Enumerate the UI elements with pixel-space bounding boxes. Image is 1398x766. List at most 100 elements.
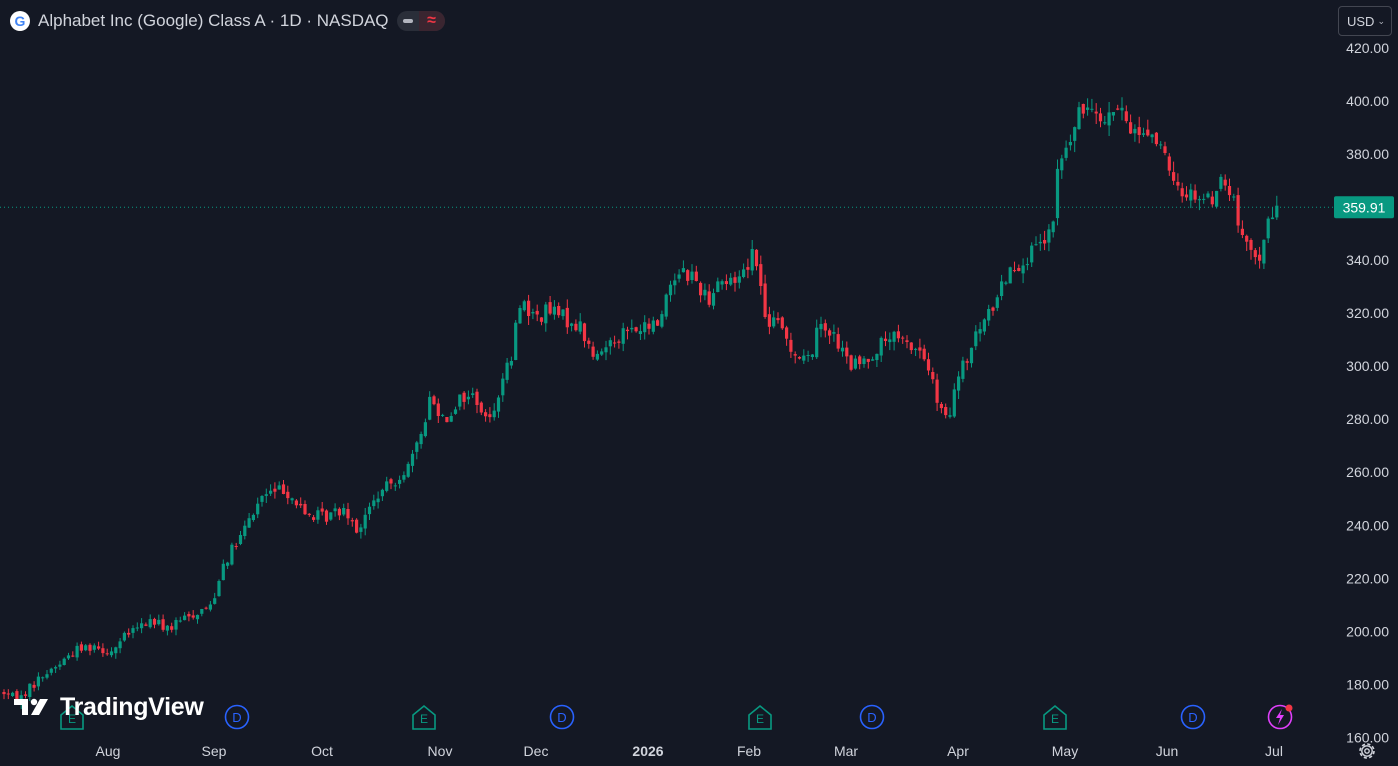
candle (1034, 236, 1038, 246)
candle (793, 351, 797, 364)
candle (724, 274, 728, 291)
earnings-marker-icon[interactable]: E (748, 704, 772, 730)
last-price-label: 359.91 (1343, 199, 1386, 215)
candle (281, 480, 286, 495)
candle (122, 631, 126, 642)
candle (402, 471, 406, 483)
candle (582, 322, 587, 348)
svg-text:D: D (1188, 710, 1197, 725)
price-axis[interactable]: 160.00 180.00 200.00 220.00 240.00 260.00 280.… (1346, 40, 1389, 745)
candle (226, 561, 230, 569)
candle (140, 618, 144, 634)
candle (802, 349, 806, 364)
tradingview-logo[interactable]: TradingView (14, 692, 204, 722)
candle (544, 301, 548, 332)
earnings-marker-icon[interactable]: E (60, 704, 84, 730)
candle (28, 683, 32, 701)
candle (836, 327, 840, 352)
candle (1081, 103, 1085, 119)
candle (385, 476, 389, 493)
last-price-layer: 359.91 (0, 196, 1394, 219)
gear-icon[interactable] (1356, 740, 1378, 762)
dividend-marker-icon[interactable]: D (859, 704, 885, 730)
candle (355, 518, 359, 534)
indicator-toggle[interactable]: ≈ (396, 11, 445, 31)
minus-icon[interactable] (397, 11, 419, 31)
candle (471, 387, 475, 398)
candle (952, 383, 956, 418)
candle (694, 265, 698, 282)
last-price-badge (1334, 196, 1394, 219)
candle (105, 648, 109, 656)
candle (238, 531, 243, 546)
candle (1111, 112, 1115, 121)
candle (591, 341, 595, 360)
candle (935, 373, 939, 411)
candle (496, 395, 501, 418)
candle (514, 320, 518, 361)
candle (88, 643, 92, 656)
flash-event-icon[interactable] (1267, 704, 1293, 730)
candle (62, 657, 66, 666)
price-tick-label: 200.00 (1346, 623, 1389, 639)
time-tick-label: Aug (96, 743, 121, 759)
candle (587, 337, 591, 349)
candle (1030, 242, 1034, 267)
time-tick-label: 2026 (632, 743, 663, 759)
candle (896, 324, 900, 343)
candle (608, 337, 612, 355)
candle (617, 339, 621, 349)
candle (518, 305, 522, 324)
candle (888, 332, 892, 351)
candle (1236, 187, 1240, 233)
earnings-marker-icon[interactable]: E (1043, 704, 1067, 730)
candle (165, 625, 169, 636)
candle (656, 319, 660, 326)
candle (114, 646, 118, 659)
dividend-marker-icon[interactable]: D (1180, 704, 1206, 730)
candle (643, 315, 647, 340)
candle (1189, 183, 1193, 209)
dividend-marker-icon[interactable]: D (549, 704, 575, 730)
candle (969, 347, 974, 368)
candle (539, 317, 544, 326)
candle (303, 500, 307, 515)
candle (234, 542, 238, 550)
time-tick-label: May (1052, 743, 1078, 759)
candle (595, 350, 599, 361)
symbol-title[interactable]: Alphabet Inc (Google) Class A · 1D · NAS… (38, 11, 389, 30)
price-tick-label: 240.00 (1346, 517, 1389, 533)
candle (316, 506, 320, 524)
candle (892, 330, 896, 351)
candle (307, 513, 311, 517)
candle (191, 610, 195, 620)
candle (71, 651, 75, 658)
candle (475, 388, 479, 414)
candle (879, 336, 883, 362)
earnings-marker-icon[interactable]: E (412, 704, 436, 730)
candle (492, 403, 496, 421)
candle (367, 502, 372, 520)
dividend-marker-icon[interactable]: D (224, 704, 250, 730)
candle (1193, 184, 1197, 203)
candle (987, 304, 991, 326)
candle (660, 310, 664, 329)
time-tick-label: Mar (834, 743, 858, 759)
price-tick-label: 300.00 (1346, 358, 1389, 374)
candle (1176, 173, 1180, 191)
candle (828, 328, 832, 344)
candle (819, 316, 823, 338)
candle (1047, 224, 1051, 252)
candle (1266, 216, 1270, 243)
candle (1107, 102, 1111, 136)
price-tick-label: 220.00 (1346, 570, 1389, 586)
candle (931, 367, 935, 384)
currency-select[interactable]: USD ⌄ (1338, 6, 1392, 36)
candle (866, 358, 870, 369)
wave-icon[interactable]: ≈ (418, 11, 445, 31)
candle (1098, 107, 1103, 128)
time-axis[interactable]: Aug Sep Oct Nov Dec 2026 Feb Mar Apr May Jun Jul (96, 743, 1283, 759)
candle (716, 277, 720, 293)
